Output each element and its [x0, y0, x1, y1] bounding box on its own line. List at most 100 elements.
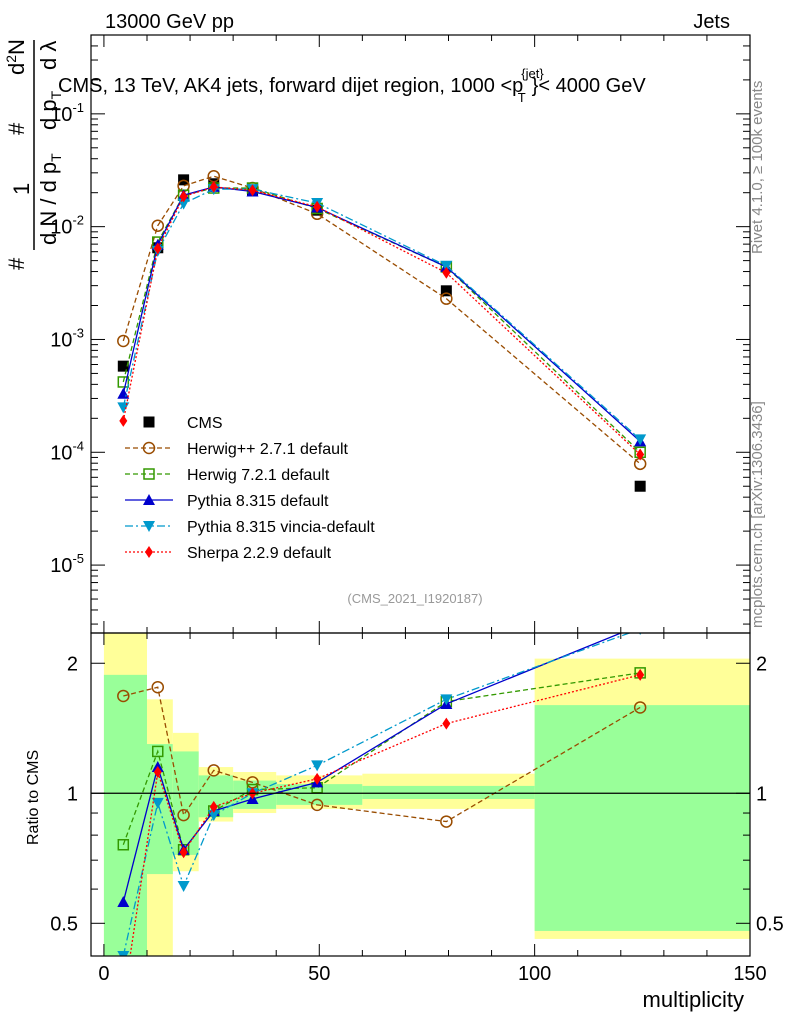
band-inner-7 — [534, 705, 750, 931]
ratio-point-pythia-8-315-default-0 — [117, 896, 130, 908]
legend-marker-herwig-2-7-1-default — [142, 441, 156, 455]
ratio-tick-label-left-1: 1 — [67, 783, 78, 805]
point-sherpa-2-2-9-default-1 — [153, 242, 162, 255]
ratio-point-herwig-2-7-1-default-2 — [177, 808, 190, 822]
header-left: 13000 GeV pp — [105, 11, 234, 33]
line-pythia-8-315-vincia-default — [122, 188, 641, 440]
main-y-label: # 1 d N / d pT # d pT d2N d λ — [3, 39, 64, 270]
ratio-point-pythia-8-315-vincia-default-5 — [311, 760, 324, 772]
line-herwig-7-2-1-default — [122, 187, 641, 453]
ratio-point-sherpa-2-2-9-default-5 — [313, 772, 322, 785]
legend-label-pythia-8-315-vincia-default: Pythia 8.315 vincia-default — [187, 519, 375, 536]
ratio-point-herwig-2-7-1-default-6 — [440, 815, 453, 828]
legend-marker-sherpa-2-2-9-default — [145, 546, 153, 558]
legend-marker-pythia-8-315-default — [143, 494, 155, 505]
point-sherpa-2-2-9-default-6 — [442, 266, 451, 279]
ylabel-hash2: # — [4, 122, 29, 135]
ylabel-hash: # — [4, 257, 29, 270]
ratio-point-pythia-8-315-vincia-default-6 — [440, 694, 453, 706]
header-right: Jets — [693, 11, 730, 33]
ratio-point-sherpa-2-2-9-default-3 — [209, 800, 218, 813]
line-sherpa-2-2-9-default — [122, 186, 641, 456]
ratio-line-herwig-7-2-1-default — [122, 672, 641, 852]
legend-marker-herwig-7-2-1-default — [143, 468, 155, 480]
ratio-point-pythia-8-315-vincia-default-1 — [151, 797, 164, 809]
point-sherpa-2-2-9-default-3 — [209, 180, 218, 193]
ratio-point-pythia-8-315-vincia-default-3 — [207, 810, 220, 822]
ratio-point-sherpa-2-2-9-default-0 — [119, 995, 127, 1007]
ratio-point-sherpa-2-2-9-default-2 — [179, 846, 188, 859]
point-sherpa-2-2-9-default-7 — [636, 448, 645, 461]
point-pythia-8-315-vincia-default-7 — [634, 434, 647, 446]
legend-label-herwig-7-2-1-default: Herwig 7.2.1 default — [187, 467, 330, 484]
y-tick-label-1: 10-4 — [50, 438, 84, 464]
band-inner-0 — [103, 674, 147, 956]
legend-label-pythia-8-315-default: Pythia 8.315 default — [187, 493, 329, 510]
y-tick-label-3: 10-2 — [50, 213, 84, 239]
ratio-line-pythia-8-315-vincia-default — [122, 633, 632, 956]
ratio-line-pythia-8-315-default — [122, 633, 623, 903]
point-sherpa-2-2-9-default-2 — [179, 190, 188, 203]
ratio-point-pythia-8-315-vincia-default-2 — [177, 880, 190, 892]
band-inner-2 — [172, 751, 199, 855]
y-tick-label-0: 10-5 — [50, 551, 84, 577]
ratio-tick-label-right-0.5: 0.5 — [756, 913, 784, 935]
ratio-point-herwig-2-7-1-default-5 — [310, 798, 324, 812]
point-herwig-2-7-1-default-6 — [440, 292, 453, 305]
legend-label-sherpa-2-2-9-default: Sherpa 2.2.9 default — [187, 545, 332, 562]
line-herwig-2-7-1-default — [122, 175, 641, 465]
ratio-point-herwig-7-2-1-default-1 — [152, 745, 164, 758]
line-pythia-8-315-default — [122, 186, 641, 442]
main-frame — [90, 34, 751, 634]
ratio-point-herwig-2-7-1-default-3 — [207, 764, 221, 777]
ylabel-dlam: d λ — [36, 41, 61, 70]
point-cms-6 — [440, 285, 452, 297]
legend-label-herwig-2-7-1-default: Herwig++ 2.7.1 default — [187, 441, 349, 458]
ylabel-d2N: d2N — [3, 39, 29, 75]
plot-title: CMS, 13 TeV, AK4 jets, forward dijet reg… — [58, 66, 646, 105]
ratio-point-herwig-2-7-1-default-0 — [117, 689, 130, 703]
ratio-point-herwig-2-7-1-default-7 — [633, 701, 647, 714]
legend-label-cms: CMS — [187, 415, 223, 432]
ratio-point-pythia-8-315-vincia-default-0 — [117, 951, 130, 956]
band-inner-6 — [362, 785, 535, 799]
point-cms-0 — [117, 360, 129, 372]
x-tick-label-50: 50 — [308, 963, 330, 985]
ratio-line-herwig-2-7-1-default — [123, 686, 641, 823]
band-inner-5 — [276, 784, 363, 805]
ratio-point-herwig-2-7-1-default-1 — [151, 680, 165, 694]
ylabel-dN: d N / d pT — [36, 153, 64, 245]
point-herwig-2-7-1-default-0 — [117, 334, 130, 348]
ratio-point-sherpa-2-2-9-default-7 — [636, 668, 645, 681]
x-tick-label-0: 0 — [98, 963, 109, 985]
analysis-id: (CMS_2021_I1920187) — [347, 591, 482, 606]
point-pythia-8-315-vincia-default-0 — [117, 402, 130, 414]
mcplots-label: mcplots.cern.ch [arXiv:1306.3436] — [749, 401, 766, 628]
x-axis-label: multiplicity — [643, 987, 744, 1012]
ratio-point-pythia-8-315-default-7 — [634, 619, 646, 630]
x-tick-label-100: 100 — [518, 963, 551, 985]
ratio-tick-label-left-0.5: 0.5 — [50, 913, 78, 935]
ratio-point-herwig-7-2-1-default-0 — [117, 839, 130, 851]
rivet-label: Rivet 4.1.0, ≥ 100k events — [749, 81, 766, 254]
point-herwig-2-7-1-default-1 — [151, 219, 165, 232]
legend-marker-cms — [143, 416, 155, 428]
ratio-y-label: Ratio to CMS — [25, 750, 42, 845]
ratio-point-sherpa-2-2-9-default-6 — [442, 717, 451, 730]
point-pythia-8-315-vincia-default-6 — [440, 260, 453, 272]
legend-marker-pythia-8-315-vincia-default — [143, 521, 155, 532]
ratio-point-sherpa-2-2-9-default-1 — [153, 766, 162, 779]
y-tick-label-4: 10-1 — [50, 100, 84, 126]
point-cms-7 — [634, 480, 646, 492]
ratio-tick-label-right-1: 1 — [756, 783, 767, 805]
x-tick-label-150: 150 — [733, 963, 766, 985]
ratio-tick-label-right-2: 2 — [756, 653, 767, 675]
ratio-line-sherpa-2-2-9-default — [129, 674, 641, 956]
point-sherpa-2-2-9-default-4 — [248, 184, 257, 197]
y-tick-label-2: 10-3 — [50, 325, 84, 351]
ylabel-one: 1 — [9, 183, 34, 195]
point-herwig-7-2-1-default-0 — [117, 376, 130, 388]
ylabel-dp: d pT — [36, 90, 64, 130]
